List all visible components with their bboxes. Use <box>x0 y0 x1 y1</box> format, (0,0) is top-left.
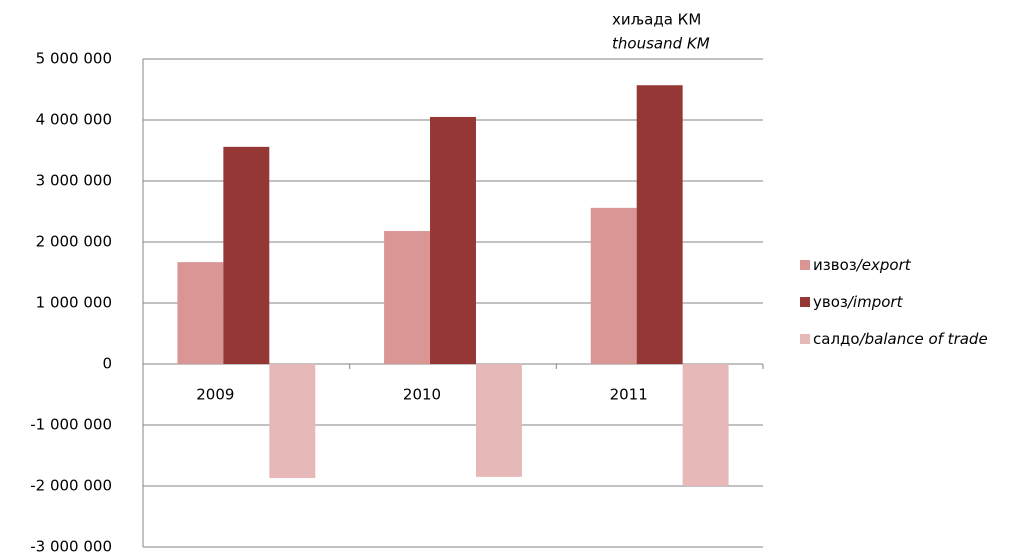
bar <box>223 146 270 364</box>
unit-label: хиљада КМ <box>612 11 701 29</box>
y-tick-label: -1 000 000 <box>30 416 112 434</box>
bar <box>269 364 316 479</box>
y-tick-label: 5 000 000 <box>36 50 112 68</box>
bar <box>177 262 224 364</box>
y-tick-label: -2 000 000 <box>30 477 112 495</box>
legend-swatch <box>800 334 810 344</box>
legend-label: салдо/balance of trade <box>813 330 988 348</box>
y-tick-label: 2 000 000 <box>36 233 112 251</box>
x-tick-label: 2011 <box>610 386 648 404</box>
bar <box>384 231 431 364</box>
y-tick-label: 1 000 000 <box>36 294 112 312</box>
bar <box>430 116 476 364</box>
y-tick-label: 4 000 000 <box>36 111 112 129</box>
legend-swatch <box>800 260 810 270</box>
x-tick-label: 2010 <box>403 386 441 404</box>
legend-swatch <box>800 297 810 307</box>
y-tick-label: -3 000 000 <box>30 538 112 552</box>
x-tick-label: 2009 <box>196 386 234 404</box>
unit-label-en: thousand KM <box>612 35 710 53</box>
bar <box>475 364 522 477</box>
y-tick-label: 3 000 000 <box>36 172 112 190</box>
legend-label: увоз/import <box>813 293 904 311</box>
bar <box>590 207 637 364</box>
y-tick-label: 0 <box>102 355 112 373</box>
legend-label: извоз/export <box>813 256 912 274</box>
bar <box>636 85 683 364</box>
bar <box>682 364 729 486</box>
